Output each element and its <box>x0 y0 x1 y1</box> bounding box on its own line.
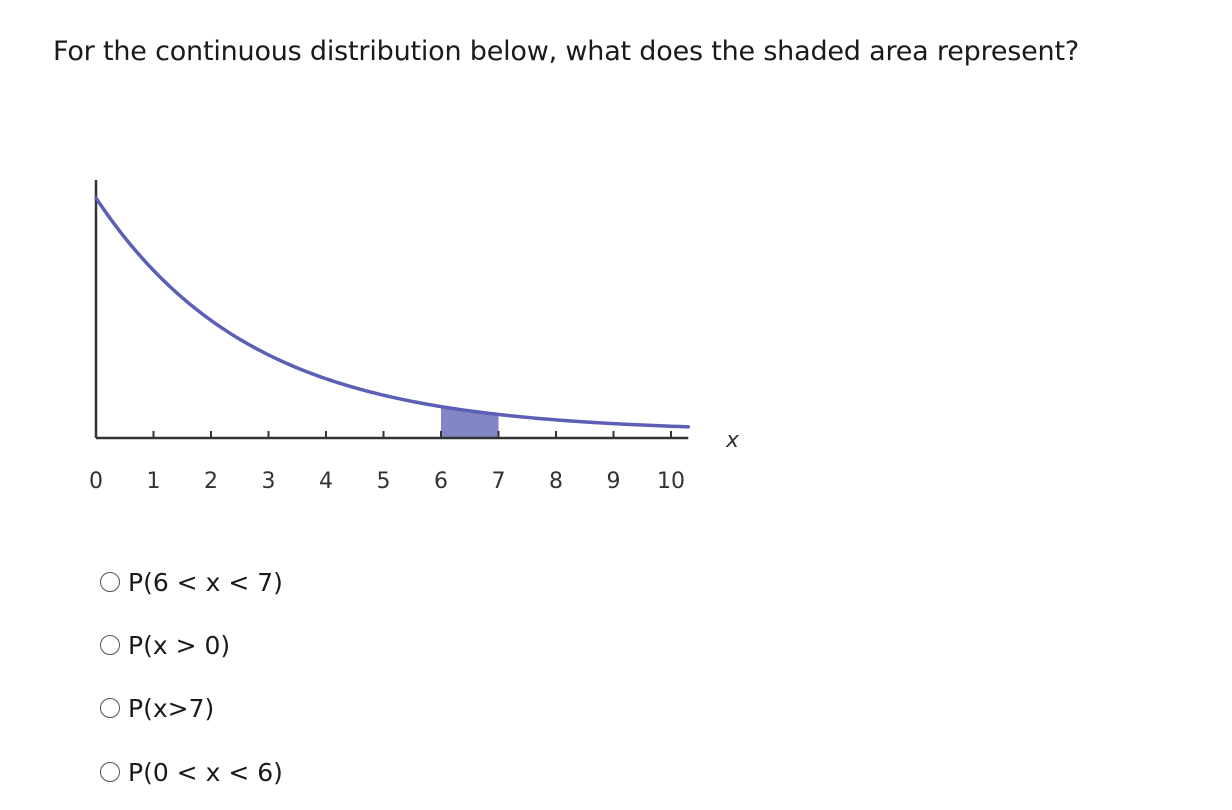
radio-button[interactable] <box>100 635 120 655</box>
option-label: P(0 < x < 6) <box>128 757 283 787</box>
density-curve <box>94 196 690 429</box>
option-label: P(6 < x < 7) <box>128 567 283 597</box>
option-label: P(x>7) <box>128 693 215 723</box>
option-p-greater-7[interactable]: P(x>7) <box>100 688 214 728</box>
x-tick-label: 8 <box>549 469 563 494</box>
x-tick-label: 10 <box>657 469 685 494</box>
x-tick-label: 9 <box>607 469 621 494</box>
radio-button[interactable] <box>100 762 120 782</box>
question-text: For the continuous distribution below, w… <box>53 36 1079 67</box>
radio-button[interactable] <box>100 572 120 592</box>
option-p-greater-0[interactable]: P(x > 0) <box>100 625 230 665</box>
x-tick-label: 2 <box>204 469 218 494</box>
option-p-6-to-7[interactable]: P(6 < x < 7) <box>100 562 283 602</box>
x-tick-label: 1 <box>147 469 161 494</box>
x-tick-label: 4 <box>319 469 333 494</box>
x-tick-label: 3 <box>262 469 276 494</box>
x-axis-label: x <box>725 428 740 453</box>
x-tick-label: 0 <box>89 469 103 494</box>
x-tick-label: 7 <box>492 469 506 494</box>
radio-button[interactable] <box>100 698 120 718</box>
x-tick-label: 5 <box>377 469 391 494</box>
x-tick-label: 6 <box>434 469 448 494</box>
option-p-0-to-6[interactable]: P(0 < x < 6) <box>100 752 283 792</box>
option-label: P(x > 0) <box>128 630 231 660</box>
distribution-chart: 0 1 2 3 4 5 6 7 8 9 10 x <box>89 180 740 494</box>
